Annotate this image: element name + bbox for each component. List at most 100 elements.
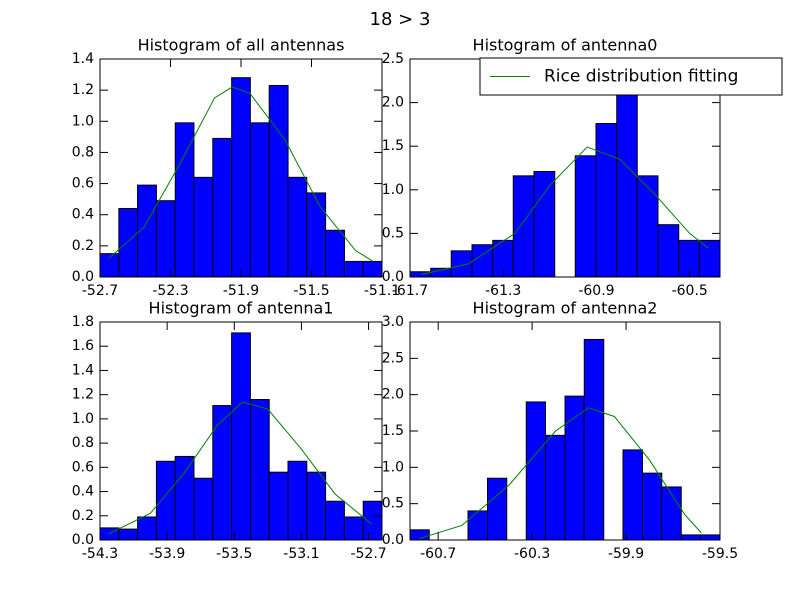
- bar: [268, 471, 289, 541]
- y-tick-label: 0.4: [72, 484, 94, 500]
- y-tick-label: 1.4: [72, 51, 94, 67]
- bar: [595, 123, 618, 278]
- y-tick-label: 0.4: [72, 207, 94, 223]
- bar: [118, 207, 139, 278]
- bar: [174, 122, 195, 278]
- bar: [680, 534, 702, 541]
- bar: [193, 176, 214, 278]
- fit-line: [419, 407, 702, 540]
- bar: [306, 192, 327, 278]
- fit-line: [108, 86, 374, 262]
- bar: [574, 155, 597, 278]
- y-tick-label: 1.8: [72, 314, 94, 330]
- y-tick-label: 1.0: [382, 459, 404, 475]
- y-tick-label: 2.0: [382, 95, 404, 111]
- bar: [467, 510, 488, 541]
- bar: [268, 84, 289, 278]
- bar: [306, 471, 327, 541]
- y-tick-label: 0.8: [72, 435, 94, 451]
- bar: [174, 455, 195, 541]
- bar: [231, 77, 251, 278]
- y-tick-label: 1.2: [72, 387, 94, 403]
- bar: [362, 500, 383, 541]
- x-tick-label: -60.5: [672, 283, 708, 299]
- y-tick-label: 2.5: [382, 350, 404, 366]
- bar: [343, 260, 364, 278]
- bar: [155, 460, 176, 541]
- x-tick-label: -52.3: [152, 283, 188, 299]
- bar: [249, 399, 270, 541]
- subplot-title: Histogram of antenna2: [473, 299, 658, 318]
- bar: [616, 90, 638, 278]
- bar: [193, 477, 214, 541]
- x-tick-label: -60.9: [578, 283, 614, 299]
- y-tick-label: 0.0: [72, 532, 94, 548]
- bar: [622, 449, 643, 541]
- bar: [545, 434, 566, 541]
- fit-line: [108, 401, 373, 535]
- y-tick-label: 1.0: [382, 182, 404, 198]
- bar: [343, 516, 364, 541]
- bar: [678, 239, 700, 278]
- y-tick-label: 3.0: [382, 314, 404, 330]
- y-tick-label: 0.6: [72, 459, 94, 475]
- x-tick-label: -61.7: [392, 283, 428, 299]
- y-tick-label: 0.5: [382, 225, 404, 241]
- y-tick-label: 2.0: [382, 387, 404, 403]
- y-tick-label: 1.5: [382, 423, 404, 439]
- bar: [533, 170, 556, 278]
- y-tick-label: 0.5: [382, 496, 404, 512]
- y-tick-label: 0.0: [382, 532, 404, 548]
- x-tick-label: -54.3: [82, 546, 118, 562]
- x-tick-label: -51.5: [293, 283, 329, 299]
- bar: [325, 500, 345, 541]
- bar: [325, 229, 345, 278]
- bar: [137, 516, 157, 541]
- y-tick-label: 1.2: [72, 82, 94, 98]
- y-tick-label: 0.8: [72, 144, 94, 160]
- y-tick-label: 0.0: [382, 269, 404, 285]
- bar: [700, 534, 721, 541]
- x-tick-label: -52.7: [82, 283, 118, 299]
- subplot-title: Histogram of antenna1: [149, 299, 334, 318]
- bar: [155, 200, 176, 278]
- legend-box: [479, 57, 783, 96]
- x-tick-label: -60.3: [514, 546, 550, 562]
- bar: [362, 260, 383, 278]
- bar: [287, 176, 308, 278]
- axes-frame: [99, 321, 383, 541]
- y-tick-label: 0.2: [72, 238, 94, 254]
- x-tick-label: -53.5: [216, 546, 252, 562]
- bar: [698, 239, 721, 278]
- y-tick-label: 0.6: [72, 176, 94, 192]
- y-tick-label: 1.0: [72, 411, 94, 427]
- x-tick-label: -59.5: [702, 546, 738, 562]
- legend-label: Rice distribution fitting: [544, 67, 738, 87]
- subplot-title: Histogram of all antennas: [138, 36, 345, 55]
- bar: [525, 401, 547, 541]
- x-tick-label: -61.3: [485, 283, 521, 299]
- y-tick-label: 1.5: [382, 138, 404, 154]
- bar: [657, 224, 680, 278]
- figure-title: 18 > 3: [370, 9, 431, 30]
- bar: [642, 472, 663, 541]
- bar: [212, 137, 233, 278]
- x-tick-label: -53.1: [283, 546, 319, 562]
- bar: [212, 405, 233, 541]
- subplot-title: Histogram of antenna0: [473, 36, 658, 55]
- y-tick-label: 0.2: [72, 508, 94, 524]
- y-tick-label: 1.0: [72, 113, 94, 129]
- x-tick-label: -59.9: [608, 546, 644, 562]
- bar: [512, 175, 535, 278]
- bar: [636, 175, 659, 278]
- x-tick-label: -51.1: [364, 283, 400, 299]
- bar: [231, 332, 251, 541]
- x-tick-label: -51.9: [223, 283, 259, 299]
- bar: [118, 528, 139, 541]
- x-tick-label: -53.9: [149, 546, 185, 562]
- bar: [487, 477, 508, 541]
- bar: [249, 122, 270, 278]
- bar: [287, 460, 308, 541]
- y-tick-label: 1.4: [72, 362, 94, 378]
